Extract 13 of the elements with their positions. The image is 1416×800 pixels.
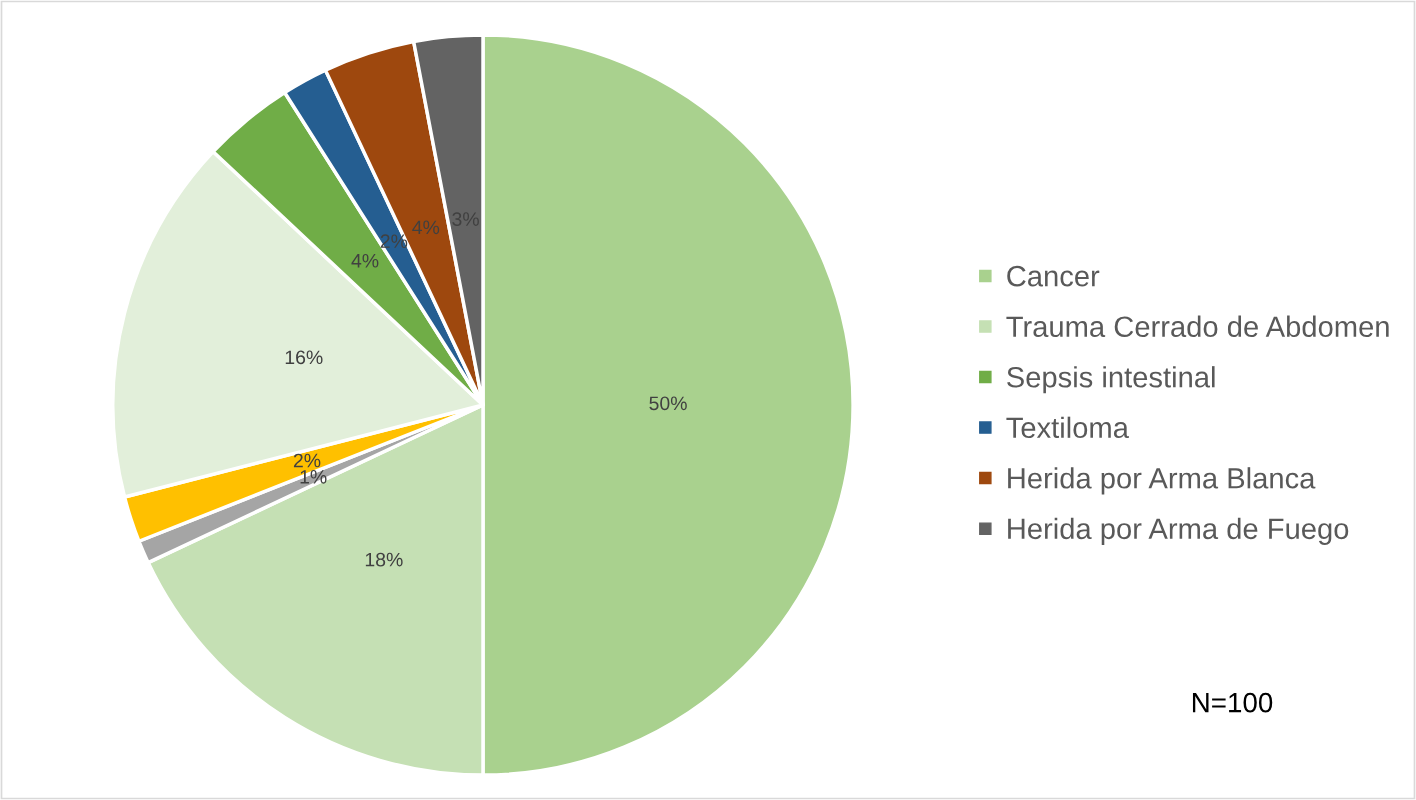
- data-label: 16%: [285, 350, 323, 365]
- data-label: 18%: [365, 552, 403, 567]
- legend-label: Herida por Arma de Fuego: [1008, 517, 1349, 545]
- data-label: 4%: [351, 253, 379, 268]
- text: N=100: [1192, 692, 1273, 713]
- data-label: 50%: [649, 396, 687, 411]
- legend-label: Herida por Arma Blanca: [1008, 467, 1316, 495]
- legend-label: Cancer: [1007, 265, 1100, 287]
- legend-label: Sepsis intestinal: [1007, 366, 1215, 394]
- data-label: 4%: [412, 220, 440, 235]
- legend-label: Textiloma: [1006, 416, 1129, 439]
- data-label: 2%: [293, 453, 321, 468]
- legend-label: Trauma Cerrado de Abdomen: [1006, 315, 1389, 338]
